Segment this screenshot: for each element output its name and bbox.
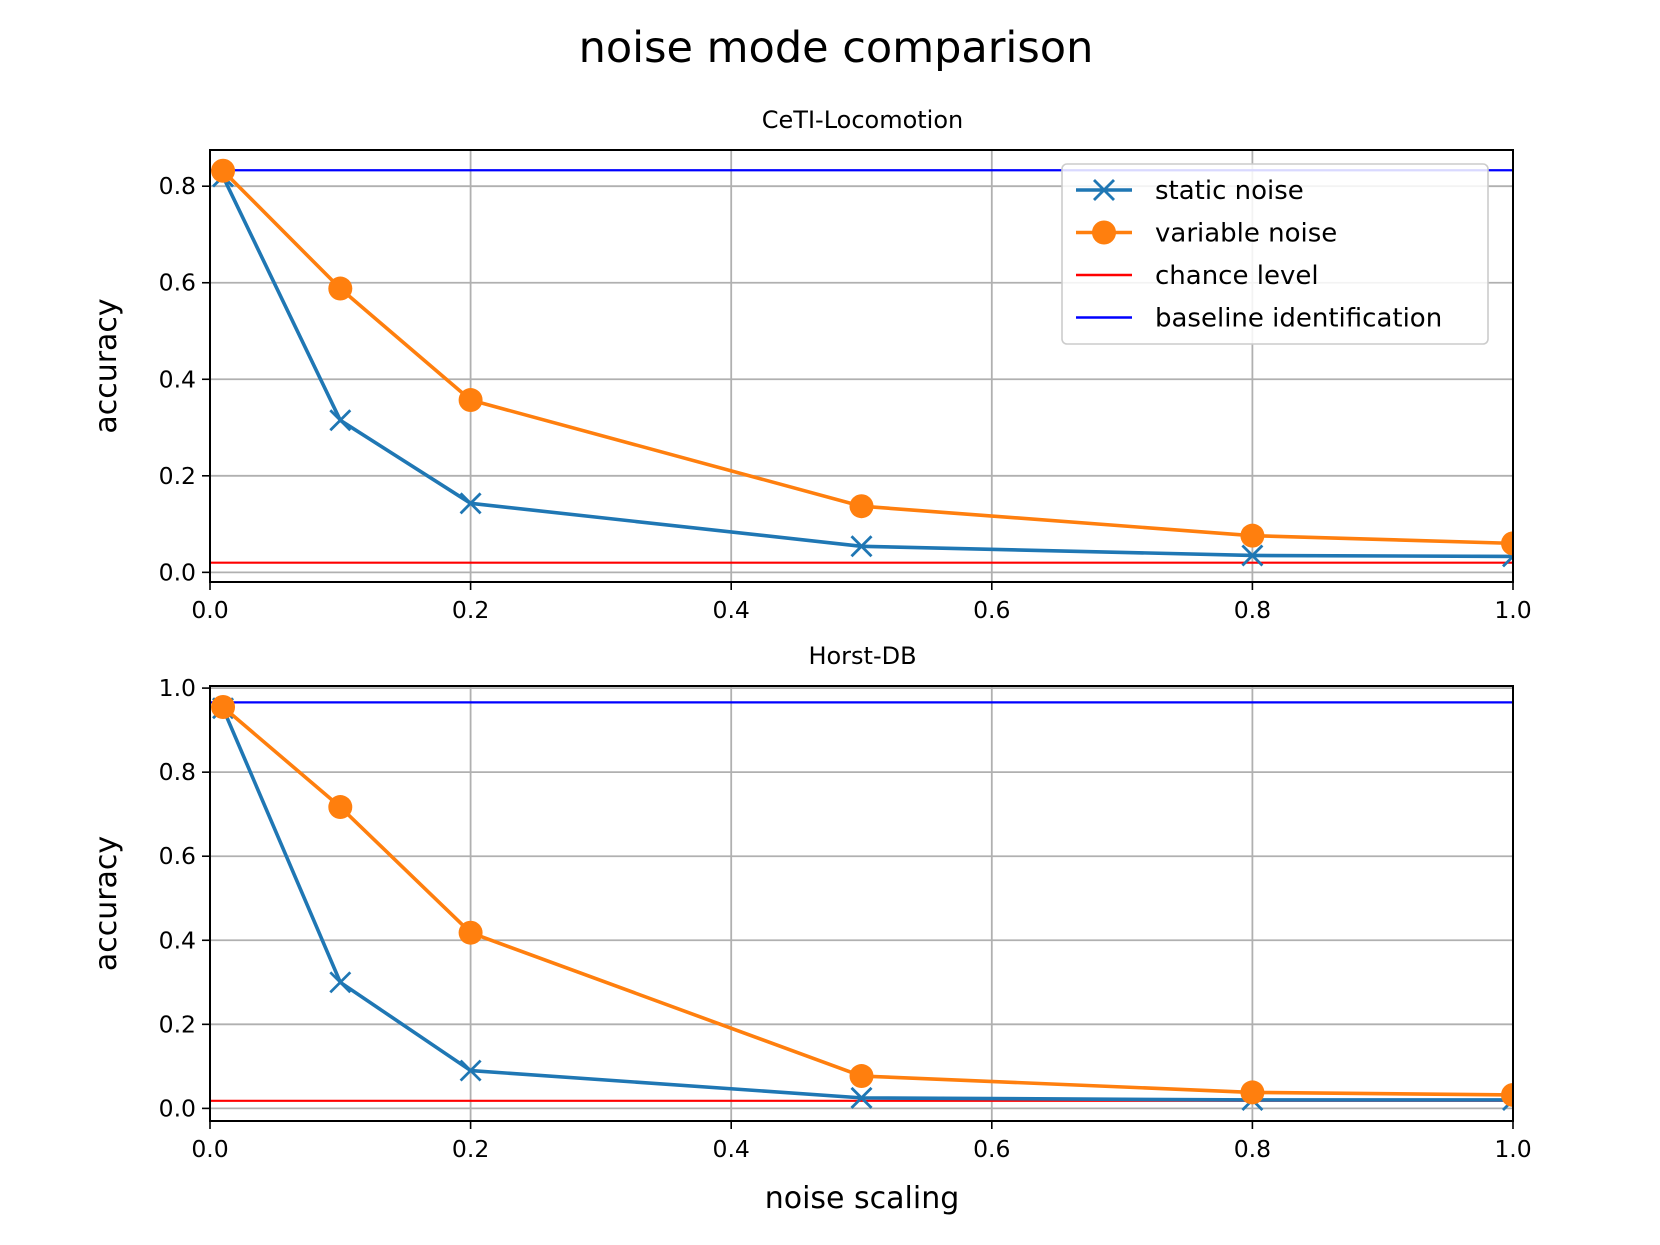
subplot-2-x-tick-label: 0.8 — [1234, 1135, 1271, 1163]
subplot-1-static-noise-point-stroke-b — [329, 409, 352, 432]
subplot-2-x-tick-label: 0.2 — [452, 1135, 489, 1163]
legend-label-4: baseline identification — [1155, 304, 1442, 334]
subplot-2-variable-noise-point — [211, 695, 236, 720]
subplot-1-x-tick-label: 1.0 — [1494, 596, 1531, 624]
legend: static noise variable noise chance level ba… — [1061, 163, 1489, 345]
subplot-1-variable-noise-point — [849, 494, 874, 519]
subplot-1-static-noise-point — [850, 535, 873, 558]
subplot-2-variable-noise-point — [1240, 1080, 1265, 1105]
subplot-1-static-noise-point — [1241, 544, 1264, 567]
subplot-2-x-tick-label: 0.6 — [973, 1135, 1010, 1163]
x-axis-label: noise scaling — [765, 1181, 960, 1216]
subplot-1-variable-noise-point — [1501, 531, 1513, 556]
subplot-2-static-noise-point-stroke-b — [850, 1086, 873, 1109]
subplot-1-static-noise-point-stroke-b — [1502, 554, 1513, 568]
subplot-1-y-tick-label: 0.0 — [159, 558, 196, 586]
subplot-1-x-tick-label: 0.6 — [973, 596, 1010, 624]
subplot-2-static-noise-point — [459, 1059, 482, 1082]
subplot-2-variable-noise-point — [849, 1064, 874, 1089]
subplot-2-y-tick-label: 0.6 — [159, 842, 196, 870]
subplot-2-static-noise-point — [850, 1086, 873, 1109]
subplot-2-y-tick-label: 0.4 — [159, 926, 196, 954]
subplot-2-x-tick-label: 1.0 — [1494, 1135, 1531, 1163]
subplot-2-frame — [209, 685, 1514, 1122]
subplot-2-variable-noise-line — [221, 705, 1513, 1097]
subplot-1-y-tick-label: 0.2 — [159, 462, 196, 490]
subplot-2-static-noise-point — [329, 971, 352, 994]
subplot-1-variable-noise-point — [328, 276, 353, 301]
subplot-2-variable-noise-point — [328, 795, 353, 820]
subplot-2-variable-noise-point — [458, 920, 483, 945]
subplot-1-data-layer — [211, 158, 1513, 568]
subplot-1-y-tick-label: 0.4 — [159, 365, 196, 393]
figure-title: noise mode comparison — [579, 23, 1094, 73]
subplot-1-variable-noise-point — [1240, 523, 1265, 548]
legend-label-3: chance level — [1155, 261, 1319, 291]
subplot-1-static-noise-point — [459, 492, 482, 515]
subplot-2-y-axis-label: accuracy — [89, 836, 124, 971]
subplot-2-static-noise-point-stroke-b — [329, 971, 352, 994]
subplot-2-data-layer — [211, 695, 1513, 1111]
subplot-1-y-axis-label: accuracy — [89, 298, 124, 433]
legend-label-1: static noise — [1155, 176, 1304, 206]
legend-marker-dot — [1092, 220, 1116, 245]
subplot-1-static-noise-line — [221, 175, 1513, 559]
subplot-1-x-tick-label: 0.0 — [191, 596, 228, 624]
subplot-2-y-tick-label: 0.8 — [159, 758, 196, 786]
subplot-1-y-tick-label: 0.8 — [159, 172, 196, 200]
subplot-1-title: CeTI-Locomotion — [762, 106, 963, 134]
subplot-2-y-tick-label: 1.0 — [159, 674, 196, 702]
legend-box — [1061, 163, 1489, 345]
legend-marker-x-b — [1093, 179, 1115, 201]
subplot-2-static-noise-line — [221, 707, 1513, 1102]
legend-label-2: variable noise — [1155, 219, 1337, 249]
subplot-1-static-noise-point-stroke-b — [1241, 544, 1264, 567]
subplot-2-variable-noise-point — [1501, 1082, 1513, 1107]
subplot-2-x-tick-label: 0.4 — [713, 1135, 750, 1163]
subplot-1-static-noise-point-stroke-b — [459, 492, 482, 515]
subplot-1-variable-noise-point — [458, 388, 483, 413]
subplot-1-x-tick-label: 0.4 — [713, 596, 750, 624]
subplot-1-static-noise-point-stroke-b — [850, 535, 873, 558]
subplot-2-static-noise-point-stroke-b — [459, 1059, 482, 1082]
subplot-2-x-tick-label: 0.0 — [191, 1135, 228, 1163]
subplot-1-variable-noise-line — [221, 169, 1513, 546]
subplot-1-x-tick-label: 0.8 — [1234, 596, 1271, 624]
subplot-2-y-tick-label: 0.2 — [159, 1010, 196, 1038]
subplot-2-y-tick-label: 0.0 — [159, 1094, 196, 1122]
subplot-1-static-noise-point — [329, 409, 352, 432]
subplot-2-title: Horst-DB — [808, 642, 916, 670]
subplot-2-static-noise-point-stroke-b — [1502, 1098, 1513, 1111]
subplot-1-frame — [209, 149, 1514, 583]
subplot-1-variable-noise-point — [211, 158, 236, 183]
subplot-1-x-tick-label: 0.2 — [452, 596, 489, 624]
subplot-1-y-tick-label: 0.6 — [159, 269, 196, 297]
